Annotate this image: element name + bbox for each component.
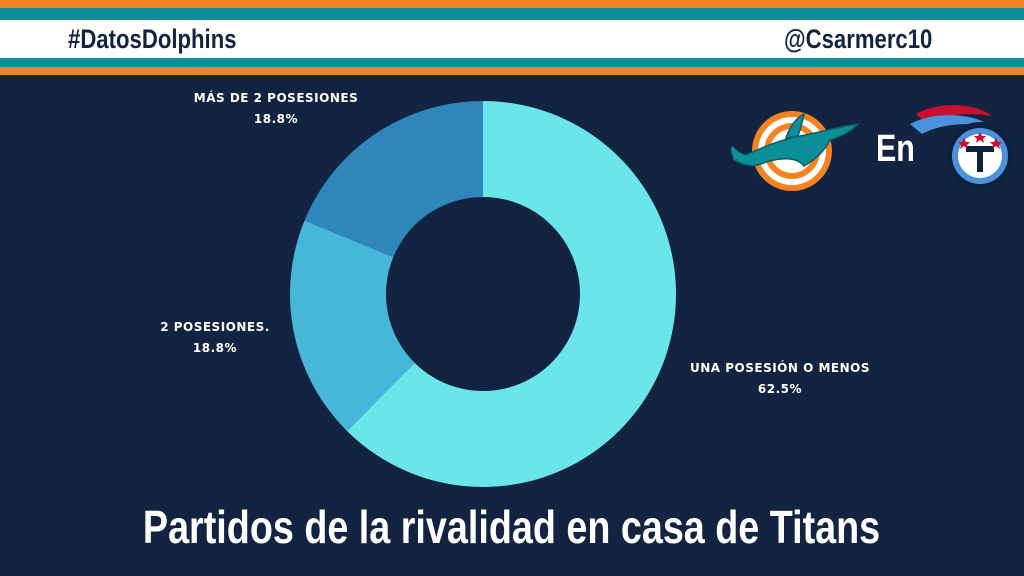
bottom-stripe-orange — [0, 67, 1024, 75]
slice-value-text: 62.5% — [757, 382, 803, 396]
slice-label-una-posesion: UNA POSESIÓN O MENOS 62.5% — [680, 358, 880, 400]
slice-label-mas-de-2: MÁS DE 2 POSESIONES 18.8% — [176, 88, 376, 130]
slice-label-text: 2 POSESIONES. — [160, 320, 270, 334]
slice-value-text: 18.8% — [192, 341, 238, 355]
miami-dolphins-logo — [731, 111, 861, 191]
header-banner: #DatosDolphins @Csarmerc10 — [0, 20, 1024, 58]
slice-value-text: 18.8% — [253, 112, 299, 126]
author-handle: @Csarmerc10 — [784, 24, 933, 54]
slice-label-text: MÁS DE 2 POSESIONES — [193, 91, 359, 105]
chart-title-text: Partidos de la rivalidad en casa de Tita… — [143, 501, 881, 553]
matchup-connector-text: En — [876, 128, 915, 170]
tennessee-titans-logo — [910, 105, 1014, 190]
bottom-stripe-teal — [0, 58, 1024, 67]
donut-slice-1 — [347, 101, 676, 487]
donut-slice-2 — [290, 220, 415, 432]
chart-title: Partidos de la rivalidad en casa de Tita… — [0, 500, 1024, 554]
hashtag-text: #DatosDolphins — [68, 24, 237, 54]
top-stripe-teal — [0, 8, 1024, 20]
slice-label-2-posesiones: 2 POSESIONES. 18.8% — [135, 317, 295, 359]
slice-label-text: UNA POSESIÓN O MENOS — [689, 361, 871, 375]
donut-slice-3 — [304, 101, 483, 258]
team-logos — [731, 105, 1014, 191]
top-stripe-orange — [0, 0, 1024, 8]
